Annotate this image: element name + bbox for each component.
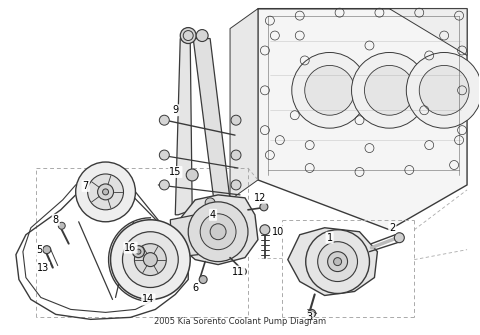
Circle shape [231,115,241,125]
Circle shape [395,233,404,243]
Circle shape [328,252,348,272]
Text: 2005 Kia Sorento Coolant Pump Diagram: 2005 Kia Sorento Coolant Pump Diagram [154,317,326,326]
Circle shape [260,225,270,235]
Circle shape [260,203,268,211]
Text: 8: 8 [53,215,59,225]
Circle shape [231,150,241,160]
Circle shape [292,53,368,128]
Polygon shape [230,9,258,200]
Circle shape [180,27,196,44]
Circle shape [159,115,169,125]
Circle shape [419,65,469,115]
Circle shape [159,150,169,160]
Text: 4: 4 [210,210,216,220]
Polygon shape [258,9,467,230]
Circle shape [318,242,358,281]
Circle shape [305,65,355,115]
Circle shape [110,220,190,299]
Polygon shape [258,9,467,56]
Text: 1: 1 [326,233,333,243]
Circle shape [231,180,241,190]
Text: 16: 16 [124,243,137,253]
Polygon shape [193,39,230,210]
Circle shape [186,169,198,181]
Polygon shape [288,228,377,295]
Text: 2: 2 [389,223,396,233]
Circle shape [43,246,51,254]
Circle shape [88,174,123,210]
Circle shape [351,53,427,128]
Circle shape [134,244,166,276]
Circle shape [200,214,236,250]
Circle shape [58,222,65,229]
Text: 9: 9 [172,105,179,115]
Circle shape [308,310,316,317]
Text: 3: 3 [307,312,313,322]
Polygon shape [175,39,192,215]
Circle shape [240,268,246,275]
Circle shape [144,253,157,267]
Text: 12: 12 [254,193,266,203]
Circle shape [199,276,207,283]
Text: 15: 15 [169,167,181,177]
Text: 10: 10 [272,227,284,237]
Circle shape [364,65,414,115]
Circle shape [188,202,248,262]
Circle shape [159,180,169,190]
Circle shape [136,249,141,254]
Circle shape [196,29,208,42]
Circle shape [76,162,135,222]
Text: 13: 13 [36,263,49,273]
Text: 14: 14 [142,294,155,305]
Text: 11: 11 [232,267,244,277]
Circle shape [406,53,480,128]
Circle shape [132,246,144,258]
Circle shape [205,198,215,208]
Circle shape [334,258,342,266]
Text: 6: 6 [192,282,198,292]
Circle shape [97,184,114,200]
Polygon shape [170,215,198,258]
Text: 7: 7 [83,181,89,191]
Circle shape [103,189,108,195]
Polygon shape [175,195,258,265]
Text: 5: 5 [36,245,42,255]
Circle shape [122,232,178,287]
Circle shape [306,230,370,293]
Circle shape [210,224,226,240]
